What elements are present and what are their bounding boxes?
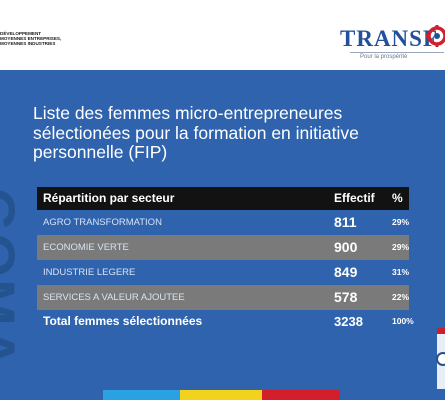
total-label: Total femmes sélectionnées	[43, 314, 203, 328]
total-count: 3238	[334, 314, 363, 329]
table-total-row: Total femmes sélectionnées 3238 100%	[37, 310, 414, 333]
sector-label: SERVICES A VALEUR AJOUTEE	[43, 292, 185, 303]
table-row: ECONOMIE VERTE 900 29%	[37, 235, 409, 260]
ministry-line: DÉVELOPPEMENT	[0, 31, 42, 36]
header-count: Effectif	[334, 191, 375, 205]
sector-percent: 29%	[392, 217, 410, 227]
table-row: AGRO TRANSFORMATION 811 29%	[37, 210, 409, 235]
table-header-row: Répartition par secteur Effectif %	[37, 187, 409, 210]
sector-table: Répartition par secteur Effectif % AGRO …	[37, 187, 414, 333]
gear-icon	[426, 25, 445, 47]
transforme-logo: TRANSF	[340, 26, 439, 51]
sector-label: ECONOMIE VERTE	[43, 242, 129, 253]
sector-count: 578	[334, 289, 358, 305]
table-row: INDUSTRIE LEGERE 849 31%	[37, 260, 409, 285]
sector-label: AGRO TRANSFORMATION	[43, 217, 162, 228]
header-percent: %	[392, 191, 403, 205]
ministry-line: MOYENNES ENTREPRISES,	[0, 36, 62, 41]
top-banner: DÉVELOPPEMENT MOYENNES ENTREPRISES, MOYE…	[0, 0, 445, 70]
total-percent: 100%	[392, 316, 414, 326]
sector-percent: 31%	[392, 267, 410, 277]
city-watermark: GOMA	[0, 188, 27, 371]
header-sector: Répartition par secteur	[43, 191, 175, 205]
sector-label: INDUSTRIE LEGERE	[43, 267, 136, 278]
page-title: Liste des femmes micro-entrepreneures sé…	[33, 103, 359, 162]
sector-percent: 22%	[392, 292, 410, 302]
flag-stripe-blue	[103, 390, 180, 400]
sector-count: 811	[334, 214, 357, 230]
sector-count: 849	[334, 264, 358, 280]
flag-stripe-red	[262, 390, 340, 400]
ministry-name: DÉVELOPPEMENT MOYENNES ENTREPRISES, MOYE…	[0, 31, 61, 46]
slogan: Pour la prospérité	[350, 52, 444, 60]
table-row: SERVICES A VALEUR AJOUTEE 578 22%	[37, 285, 409, 310]
sector-count: 900	[334, 239, 358, 255]
seal-icon	[436, 352, 445, 366]
partner-badge	[437, 328, 445, 334]
ministry-line: MOYENNES INDUSTRIES	[0, 41, 56, 46]
sector-percent: 29%	[392, 242, 410, 252]
flag-stripe-yellow	[180, 390, 262, 400]
